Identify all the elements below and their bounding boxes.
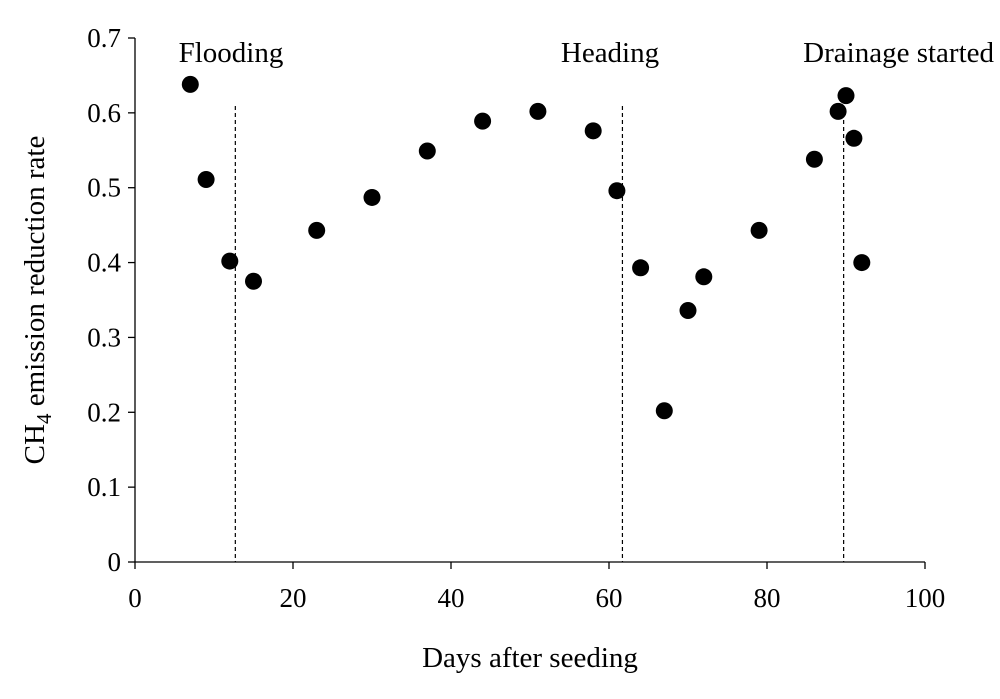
y-tick-label: 0.1	[87, 472, 121, 502]
data-point	[308, 221, 326, 239]
data-point	[695, 268, 713, 286]
drainage-started-label: Drainage started	[803, 37, 994, 69]
y-tick-label: 0.3	[87, 322, 121, 352]
data-point	[655, 402, 673, 420]
y-tick-label: 0.5	[87, 173, 121, 203]
data-point	[805, 150, 823, 168]
y-tick-label: 0.7	[87, 23, 121, 53]
x-tick-label: 100	[905, 583, 946, 613]
data-point	[845, 129, 863, 147]
data-point	[245, 272, 262, 290]
axes	[134, 38, 925, 563]
data-point	[181, 75, 199, 93]
data-point	[197, 170, 215, 188]
data-point	[474, 112, 492, 130]
x-axis-title: Days after seeding	[422, 642, 638, 674]
data-point	[529, 102, 547, 120]
x-tick-label: 20	[280, 583, 307, 613]
data-point	[363, 188, 381, 206]
y-tick-label: 0.6	[87, 98, 121, 128]
y-axis-ticks: 0 0.1 0.2 0.3 0.4 0.5 0.6 0.7	[87, 23, 135, 577]
y-tick-label: 0	[108, 547, 122, 577]
x-tick-label: 0	[128, 583, 142, 613]
data-point	[837, 87, 855, 105]
x-tick-label: 80	[754, 583, 781, 613]
data-point	[750, 221, 768, 239]
data-points	[181, 75, 871, 420]
y-axis-title-suffix: emission reduction rate	[19, 136, 51, 414]
data-point	[632, 259, 650, 277]
heading-label: Heading	[561, 37, 659, 69]
flooding-label: Flooding	[179, 37, 284, 69]
y-axis-title-prefix: CH	[19, 424, 51, 464]
data-point	[584, 122, 602, 140]
x-tick-label: 40	[438, 583, 465, 613]
data-point	[679, 301, 697, 319]
y-axis-title-subscript: 4	[32, 413, 56, 424]
data-point	[829, 102, 847, 120]
data-point	[608, 182, 626, 200]
event-markers: Flooding Heading Drainage started	[179, 37, 994, 562]
y-axis-title: CH4 emission reduction rate	[19, 136, 56, 465]
x-axis-ticks: 0 20 40 60 80 100	[128, 562, 945, 613]
data-point	[853, 254, 871, 272]
y-tick-label: 0.4	[87, 248, 121, 278]
data-point	[221, 252, 239, 270]
y-tick-label: 0.2	[87, 397, 121, 427]
data-point	[418, 142, 436, 160]
x-tick-label: 60	[596, 583, 623, 613]
